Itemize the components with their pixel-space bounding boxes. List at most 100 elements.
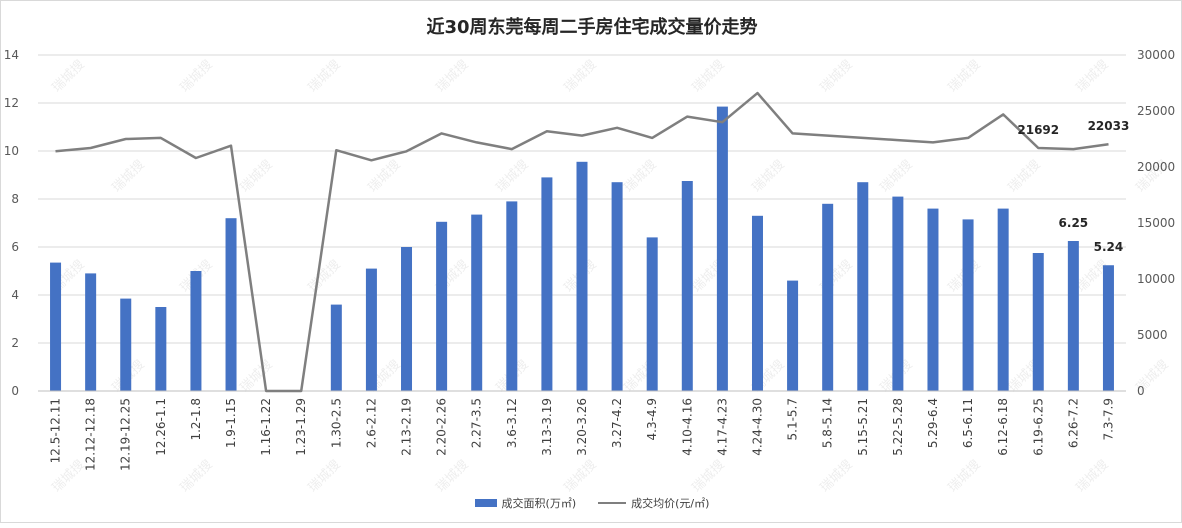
bar-area [857,182,869,391]
bar-area [365,268,377,391]
legend-item-area: 成交面积(万㎡) [474,495,577,511]
x-tick-label: 6.26-7.2 [1066,398,1080,448]
bar-area [1102,265,1114,391]
y-left-tick-label: 4 [11,288,19,302]
watermark-text: 瑞城搜 [621,157,659,195]
bar-area [120,298,132,391]
x-tick-label: 1.16-1.22 [259,398,273,456]
x-tick-label: 7.3-7.9 [1101,398,1115,441]
x-tick-label: 5.29-6.4 [926,398,940,448]
data-label: 22033 [1088,119,1130,133]
x-tick-label: 2.27-3.5 [470,398,484,448]
watermark-text: 瑞城搜 [689,457,727,495]
watermark-text: 瑞城搜 [1005,157,1043,195]
watermark-text: 瑞城搜 [1133,357,1171,395]
x-tick-label: 6.5-6.11 [961,398,975,448]
x-tick-label: 12.26-1.1 [154,398,168,456]
bar-area [50,262,62,391]
x-tick-label: 4.10-4.16 [680,398,694,456]
bar-area [155,307,167,391]
data-label: 5.24 [1094,240,1124,254]
bar-area [646,237,658,391]
bar-area [471,214,483,391]
price-line [55,91,1109,393]
watermark-text: 瑞城搜 [749,157,787,195]
y-left-tick-label: 0 [11,384,19,398]
x-tick-label: 3.6-3.12 [505,398,519,448]
watermark-text: 瑞城搜 [177,457,215,495]
x-tick-label: 5.22-5.28 [891,398,905,456]
y-left-tick-label: 2 [11,336,19,350]
x-tick-label: 4.24-4.30 [750,398,764,456]
bar-area [751,215,763,391]
watermark-text: 瑞城搜 [945,57,983,95]
x-tick-label: 12.19-12.25 [119,398,133,471]
bar-area [541,177,553,391]
x-tick-label: 4.3-4.9 [645,398,659,441]
legend-bar-swatch [474,499,497,507]
bar-area [506,201,518,391]
x-tick-label: 6.19-6.25 [1031,398,1045,456]
watermark-text: 瑞城搜 [305,57,343,95]
watermark-text: 瑞城搜 [49,57,87,95]
watermark-text: 瑞城搜 [561,57,599,95]
y-left-tick-label: 10 [4,144,19,158]
watermark-text: 瑞城搜 [689,57,727,95]
x-tick-label: 3.20-3.26 [575,398,589,456]
y-left-tick-label: 12 [4,96,19,110]
bar-area [401,247,413,391]
bar-area [436,221,448,391]
legend-item-price: 成交均价(元/㎡) [598,495,709,511]
legend-label-area: 成交面积(万㎡) [501,497,577,510]
bar-area [1067,241,1079,391]
x-tick-label: 1.2-1.8 [189,398,203,441]
watermark-text: 瑞城搜 [945,457,983,495]
bar-area [681,181,693,391]
x-tick-label: 5.8-5.14 [821,398,835,448]
chart-legend: 成交面积(万㎡) 成交均价(元/㎡) [1,495,1182,511]
x-tick-label: 1.9-1.15 [224,398,238,448]
legend-label-price: 成交均价(元/㎡) [631,497,710,510]
bar-area [190,271,202,391]
watermark-text: 瑞城搜 [817,57,855,95]
watermark-text: 瑞城搜 [817,457,855,495]
watermark-text: 瑞城搜 [433,457,471,495]
x-tick-label: 5.1-5.7 [786,398,800,441]
watermark-text: 瑞城搜 [109,157,147,195]
watermark-text: 瑞城搜 [493,157,531,195]
x-tick-label: 2.13-2.19 [400,398,414,456]
data-label: 6.25 [1059,216,1089,230]
bar-area [716,106,728,391]
x-tick-label: 3.27-4.2 [610,398,624,448]
y-right-tick-label: 0 [1137,384,1145,398]
y-right-tick-label: 10000 [1137,272,1175,286]
x-tick-label: 5.15-5.21 [856,398,870,456]
x-tick-label: 2.20-2.26 [435,398,449,456]
x-tick-label: 2.6-2.12 [364,398,378,448]
bar-area [822,203,834,391]
bar-area [611,182,623,391]
legend-line-swatch [598,502,627,504]
y-left-tick-label: 6 [11,240,19,254]
y-right-tick-label: 5000 [1137,328,1168,342]
bar-area [962,219,974,391]
watermark-text: 瑞城搜 [237,157,275,195]
y-left-tick-label: 8 [11,192,19,206]
watermark-text: 瑞城搜 [365,157,403,195]
bar-area [85,273,97,391]
bar-area [1032,253,1044,391]
bar-area [225,218,237,391]
bar-area [927,208,939,391]
y-right-tick-label: 15000 [1137,216,1175,230]
watermark-text: 瑞城搜 [305,257,343,295]
x-tick-label: 1.30-2.5 [329,398,343,448]
y-right-tick-label: 25000 [1137,104,1175,118]
chart-title: 近30周东莞每周二手房住宅成交量价走势 [426,17,758,38]
x-tick-label: 12.12-12.18 [84,398,98,471]
x-tick-label: 12.5-12.11 [49,398,63,463]
x-tick-label: 3.13-3.19 [540,398,554,456]
data-label: 21692 [1017,123,1059,137]
watermark-text: 瑞城搜 [433,57,471,95]
